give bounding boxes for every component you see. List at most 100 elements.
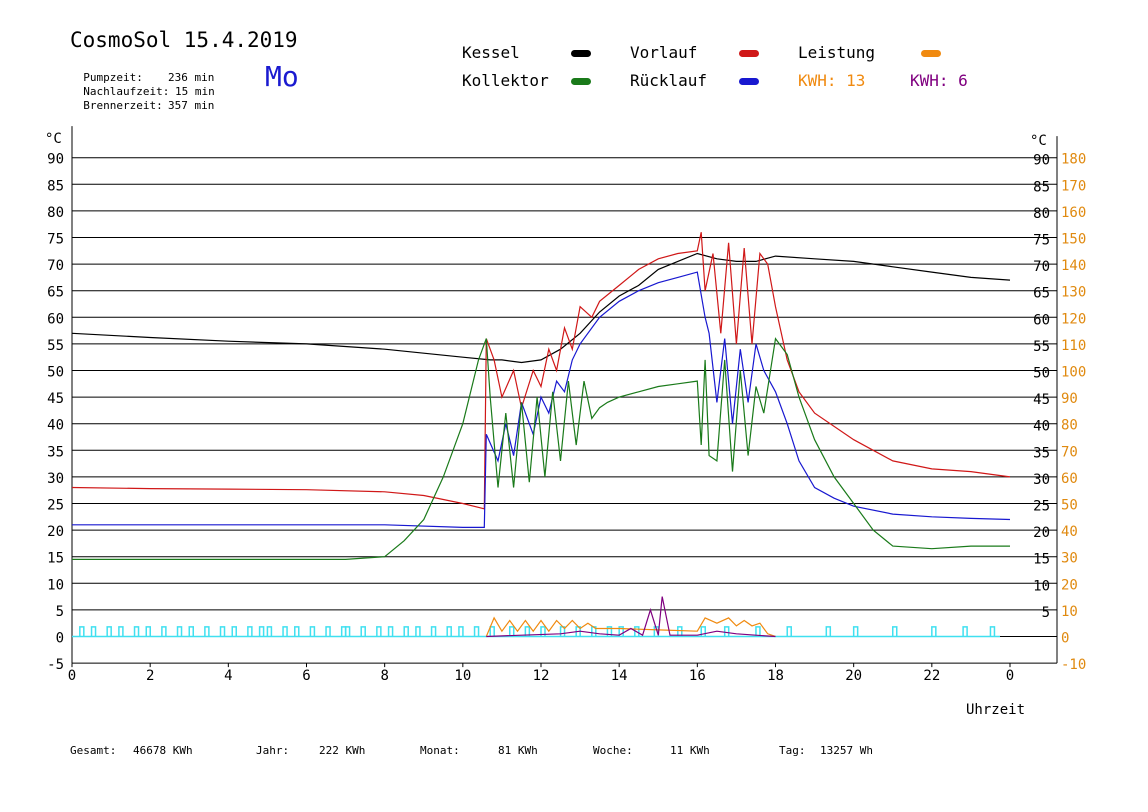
pump-pulse xyxy=(309,626,316,637)
pump-pulse xyxy=(825,626,832,637)
y-tick-label: 5 xyxy=(56,604,64,620)
legend-kwh1: KWH: 13 xyxy=(798,71,866,90)
pump-pulse xyxy=(508,626,515,637)
y-tick-label: 55 xyxy=(47,338,64,354)
nachlaufzeit-label: Nachlaufzeit: xyxy=(83,85,170,98)
power-tick-label: 160 xyxy=(1061,205,1086,221)
legend-leistung-swatch xyxy=(921,50,941,57)
legend-kessel-label: Kessel xyxy=(462,43,520,62)
monat-label: Monat: xyxy=(420,744,460,757)
legend-kollektor-label: Kollektor xyxy=(462,71,549,90)
y-right-tick-label: 60 xyxy=(1033,312,1050,328)
nachlaufzeit-row: Nachlaufzeit: 15 min xyxy=(70,72,215,98)
y-tick-label: 30 xyxy=(47,471,64,487)
legend-ruecklauf-label: Rücklauf xyxy=(630,71,708,90)
series-line-kessel xyxy=(71,252,1011,364)
power-tick-label: 140 xyxy=(1061,258,1086,274)
y-tick-label: 65 xyxy=(47,285,64,301)
y-right-tick-label: 65 xyxy=(1033,286,1050,302)
pump-pulse xyxy=(540,626,546,637)
power-tick-label: 50 xyxy=(1061,498,1078,514)
x-tick-label: 16 xyxy=(689,668,706,684)
legend-kollektor-swatch xyxy=(571,78,591,85)
power-tick-label: 110 xyxy=(1061,338,1086,354)
y-tick-label: 80 xyxy=(47,205,64,221)
power-tick-label: 40 xyxy=(1061,524,1078,540)
power-tick-label: 90 xyxy=(1061,391,1078,407)
pump-pulse xyxy=(231,626,237,637)
x-tick-label: 14 xyxy=(611,668,628,684)
pump-pulse xyxy=(282,626,288,637)
y-right-tick-label: 70 xyxy=(1033,259,1050,275)
legend-kessel-swatch xyxy=(571,50,591,57)
y-tick-label: 0 xyxy=(56,631,64,647)
pump-pulse xyxy=(360,626,366,637)
pump-pulse xyxy=(219,626,226,637)
pump-pulse xyxy=(677,626,683,637)
y-right-tick-label: 30 xyxy=(1033,472,1050,488)
pump-pulse xyxy=(852,626,859,637)
y-tick-label: 10 xyxy=(47,577,64,593)
pump-pulse xyxy=(931,626,937,637)
weekday-label: Mo xyxy=(265,60,299,93)
y-right-tick-label: 25 xyxy=(1033,499,1050,515)
grid-lines xyxy=(71,126,1058,664)
pump-pulse xyxy=(403,626,409,637)
x-tick-label: 4 xyxy=(224,668,232,684)
pump-pulse xyxy=(344,626,351,637)
y-right-tick-label: 90 xyxy=(1033,153,1050,169)
x-tick-label: 18 xyxy=(767,668,784,684)
power-tick-label: 0 xyxy=(1061,631,1069,647)
right-axis: 5 10 15 20 25 30 35 40 45 50 55 60 65 70 75 80 85 90 xyxy=(1033,153,1050,621)
y-tick-label: 85 xyxy=(47,178,64,194)
chart-title: CosmoSol 15.4.2019 xyxy=(70,28,298,52)
legend-kwh2: KWH: 6 xyxy=(910,71,968,90)
series-line-leistung xyxy=(485,616,776,638)
power-tick-label: 30 xyxy=(1061,551,1078,567)
power-tick-label: 70 xyxy=(1061,444,1078,460)
pump-pulse xyxy=(755,626,761,637)
y-right-tick-label: 20 xyxy=(1033,525,1050,541)
pump-pulse xyxy=(430,626,437,637)
power-tick-label: 120 xyxy=(1061,311,1086,327)
y-tick-label: 70 xyxy=(47,258,64,274)
x-tick-label: 0 xyxy=(68,668,76,684)
y-axis-label-left: °C xyxy=(45,131,62,147)
pump-pulse xyxy=(133,626,140,637)
power-tick-label: 20 xyxy=(1061,577,1078,593)
power-tick-label: 130 xyxy=(1061,285,1086,301)
y-right-tick-label: 15 xyxy=(1033,552,1050,568)
pumpzeit-value: 236 min xyxy=(168,71,215,84)
y-right-tick-label: 80 xyxy=(1033,206,1050,222)
y-tick-label: 90 xyxy=(47,152,64,168)
x-tick-label: 12 xyxy=(533,668,550,684)
pump-pulse xyxy=(415,626,421,637)
x-tick-label: 10 xyxy=(454,668,471,684)
monat-value: 81 KWh xyxy=(498,744,538,757)
pump-pulse xyxy=(618,626,624,637)
series-line-kwh2 xyxy=(486,596,776,638)
pump-pulse xyxy=(446,626,452,637)
brennerzeit-row: Brennerzeit: 357 min xyxy=(70,86,214,112)
y-right-tick-label: 85 xyxy=(1033,179,1050,195)
power-tick-label: 60 xyxy=(1061,471,1078,487)
pump-pulse xyxy=(204,626,210,637)
gesamt-label: Gesamt: xyxy=(70,744,117,757)
tag-label: Tag: xyxy=(779,744,806,757)
pump-pulse xyxy=(266,626,273,637)
pump-pulse xyxy=(892,626,898,637)
tag-value: 13257 Wh xyxy=(820,744,873,757)
pumpzeit-label: Pumpzeit: xyxy=(83,71,143,84)
y-right-tick-label: 10 xyxy=(1033,578,1050,594)
brennerzeit-value: 357 min xyxy=(168,99,215,112)
x-axis-label: Uhrzeit xyxy=(966,702,1025,718)
x-tick-label: 0 xyxy=(1006,668,1014,684)
legend-ruecklauf-swatch xyxy=(739,78,759,85)
y-tick-label: 45 xyxy=(47,391,64,407)
pump-pulse xyxy=(786,626,792,637)
legend-vorlauf-swatch xyxy=(739,50,759,57)
brennerzeit-label: Brennerzeit: xyxy=(83,99,163,112)
pump-pulse xyxy=(989,626,996,637)
power-tick-label: 10 xyxy=(1061,604,1078,620)
